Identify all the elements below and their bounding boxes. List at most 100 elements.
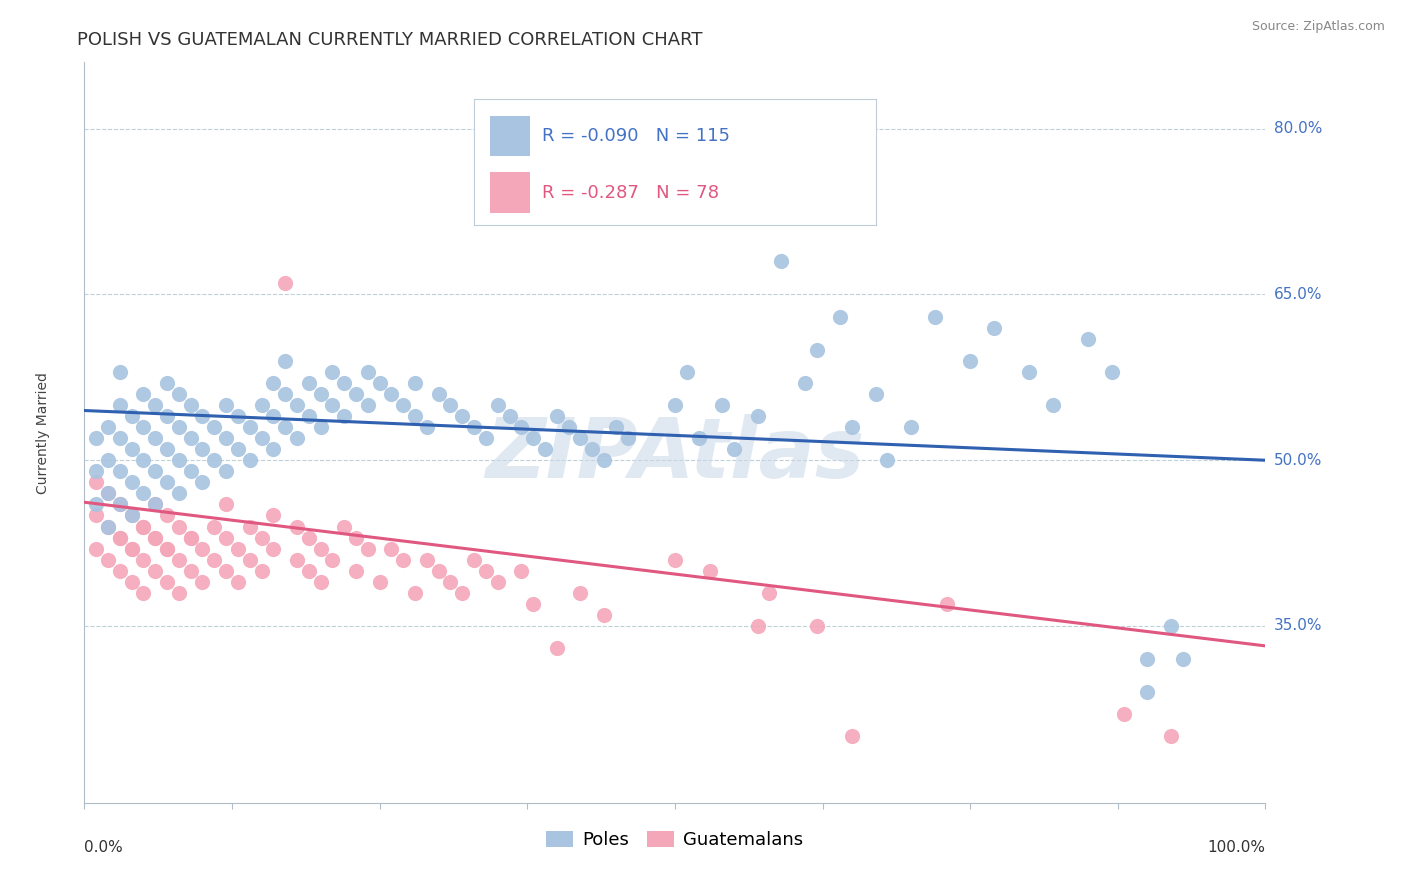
Point [108,498,131,512]
Point [84,475,107,490]
Point [121,541,143,556]
Point [226,442,249,457]
Point [191,574,214,589]
Point [156,409,179,423]
Point [770,254,793,268]
Point [226,574,249,589]
Point [239,552,262,566]
Point [156,475,179,490]
Point [132,552,155,566]
Point [167,420,190,434]
Point [876,453,898,467]
Point [84,541,107,556]
Point [333,409,356,423]
Point [226,409,249,423]
Point [593,453,616,467]
Point [959,353,981,368]
Point [309,541,332,556]
Point [522,431,544,445]
Point [121,541,143,556]
Point [132,486,155,500]
Point [498,409,520,423]
Point [167,552,190,566]
Point [97,519,120,533]
Point [202,519,225,533]
Point [333,519,356,533]
Point [262,508,284,523]
Point [1042,398,1064,412]
Point [557,420,579,434]
Point [475,431,498,445]
Point [167,387,190,401]
Point [1136,652,1159,666]
Point [108,531,131,545]
Point [475,564,498,578]
Point [711,398,734,412]
Point [416,420,439,434]
Point [191,409,214,423]
Point [380,541,402,556]
Point [368,376,391,390]
Point [285,431,308,445]
Text: Currently Married: Currently Married [37,372,51,493]
Point [747,409,769,423]
Point [143,498,166,512]
Point [628,199,651,213]
Point [1160,730,1182,744]
Point [202,552,225,566]
Point [333,376,356,390]
Point [215,431,238,445]
Point [640,177,662,191]
Point [392,398,415,412]
Text: 100.0%: 100.0% [1208,840,1265,855]
Point [463,420,485,434]
Point [451,409,474,423]
Point [121,442,143,457]
Point [416,552,439,566]
Point [121,475,143,490]
Point [132,519,155,533]
Point [510,420,533,434]
Point [143,498,166,512]
Point [793,376,815,390]
Point [1112,707,1135,722]
Point [84,498,107,512]
Point [97,519,120,533]
Point [569,431,592,445]
Point [357,398,380,412]
Point [747,619,769,633]
Point [156,541,179,556]
Point [84,464,107,478]
Point [132,387,155,401]
Point [215,464,238,478]
Point [1171,652,1194,666]
Point [298,564,321,578]
Point [132,519,155,533]
Point [167,453,190,467]
Point [226,541,249,556]
Point [180,398,202,412]
Point [581,442,603,457]
Point [439,574,461,589]
Point [285,519,308,533]
Point [522,597,544,611]
Point [215,531,238,545]
Point [239,453,262,467]
Point [1018,365,1040,379]
Point [215,398,238,412]
Point [309,574,332,589]
Point [250,531,273,545]
Point [321,365,343,379]
Point [191,475,214,490]
Point [262,442,284,457]
Point [806,343,828,357]
Point [143,531,166,545]
Point [202,420,225,434]
Point [250,398,273,412]
Point [309,420,332,434]
Point [143,398,166,412]
Point [97,453,120,467]
Point [180,464,202,478]
Point [1077,332,1099,346]
Point [357,541,380,556]
